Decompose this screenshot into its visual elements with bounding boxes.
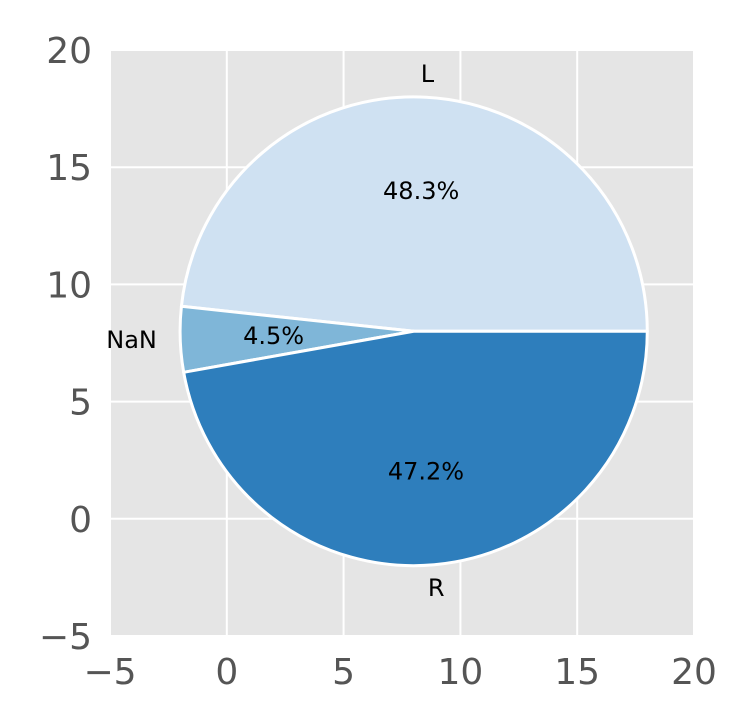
y-tick-label: 5 [69,383,92,424]
pie-slice-l [179,95,649,333]
slice-label: NaN [106,326,157,354]
y-tick-label: −5 [39,617,92,658]
slice-percent-label: 4.5% [243,322,304,350]
y-tick-label: 20 [46,31,92,72]
slice-label: R [428,574,445,602]
slice-labels: L 48.3% NaN 4.5% R 47.2% [106,60,464,602]
y-tick-label: 15 [46,148,92,189]
x-tick-label: 15 [554,652,600,693]
pie-slices [178,95,649,568]
x-tick-label: 5 [332,652,355,693]
slice-percent-label: 47.2% [388,457,464,485]
x-tick-label: 10 [437,652,483,693]
x-tick-label: 0 [215,652,238,693]
y-axis-ticks: −5 0 5 10 15 20 [39,31,92,658]
pie-slice-r [182,329,649,568]
slice-percent-label: 48.3% [383,177,459,205]
y-tick-label: 0 [69,500,92,541]
x-tick-label: −5 [83,652,136,693]
x-axis-ticks: −5 0 5 10 15 20 [83,652,716,693]
y-tick-label: 10 [46,265,92,306]
x-tick-label: 20 [671,652,717,693]
slice-label: L [421,60,435,88]
